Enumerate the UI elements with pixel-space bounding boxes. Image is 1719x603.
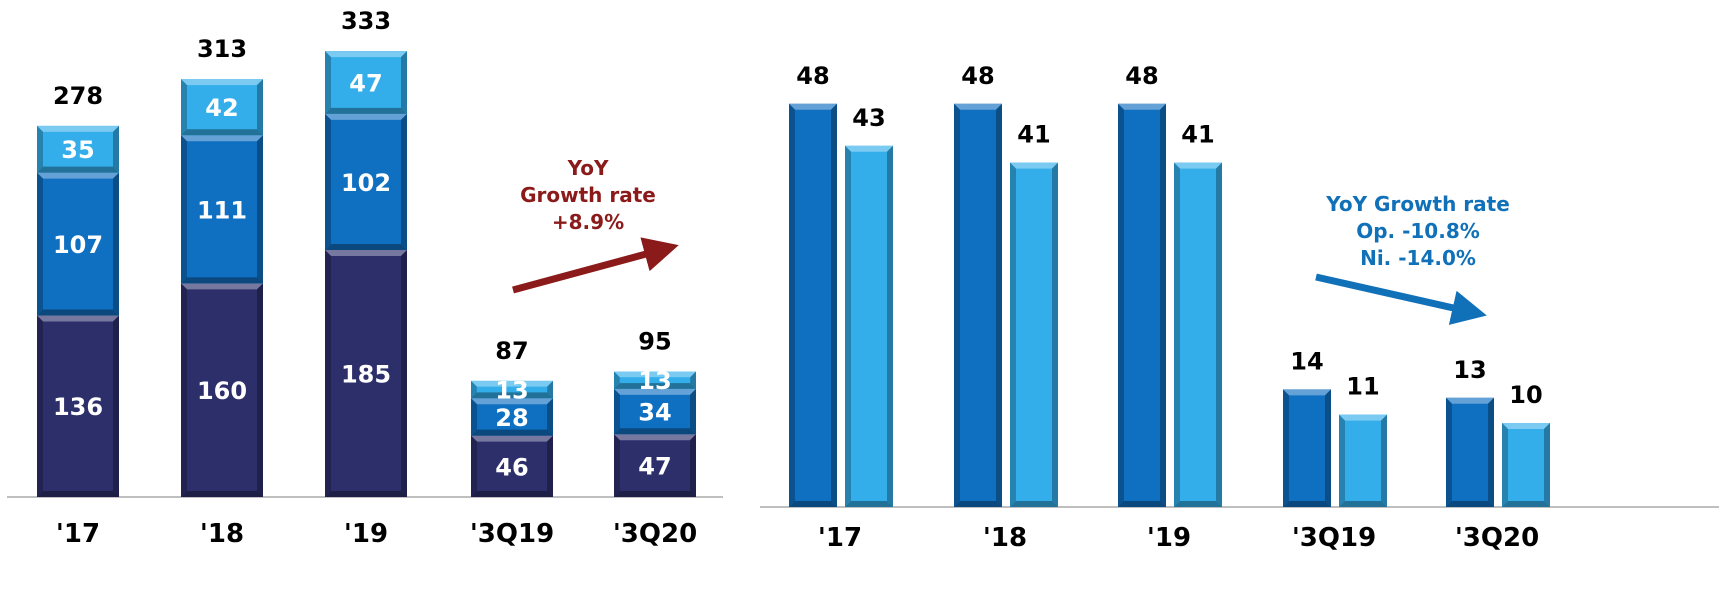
grouped-bar [845, 145, 893, 508]
grouped-bar [1502, 423, 1550, 507]
segment-value-label: 46 [495, 453, 528, 481]
grouped-bar [789, 103, 837, 508]
grouped-bar [954, 103, 1002, 508]
total-value-label: 333 [341, 7, 391, 35]
stacked-bar-segment [181, 79, 263, 136]
grouped-bar [1118, 103, 1166, 508]
segment-value-label: 42 [205, 94, 238, 122]
left-annotation-line-2: Growth rate [520, 183, 656, 207]
segment-value-label: 47 [638, 453, 671, 481]
stacked-bar-segment [614, 388, 696, 435]
x-tick-label: '3Q20 [613, 519, 697, 549]
grouped-bar [1283, 389, 1331, 507]
bar-value-label: 41 [1017, 121, 1050, 149]
segment-value-label: 107 [53, 231, 103, 259]
stacked-bar-segment [471, 398, 553, 436]
segment-value-label: 185 [341, 361, 391, 389]
bar-value-label: 13 [1453, 356, 1486, 384]
bar-value-label: 48 [796, 62, 829, 90]
grouped-bar [1446, 397, 1494, 507]
segment-value-label: 136 [53, 393, 103, 421]
stacked-bar-segment [181, 283, 263, 497]
right-annotation-line-1: YoY Growth rate [1325, 192, 1510, 216]
bar-value-label: 14 [1290, 347, 1323, 375]
grouped-bar [1010, 162, 1058, 507]
stacked-bar-segment [471, 435, 553, 497]
x-tick-label: '19 [1147, 523, 1191, 553]
segment-value-label: 13 [495, 377, 528, 405]
left-annotation-line-3: +8.9% [552, 210, 624, 234]
stacked-bar-segment [614, 371, 696, 389]
stacked-bar-segment [37, 125, 119, 173]
right-growth-arrow [1315, 273, 1487, 325]
segment-value-label: 111 [197, 196, 247, 224]
segment-value-label: 47 [349, 69, 382, 97]
stacked-bar-segment [471, 380, 553, 399]
bar-value-label: 11 [1346, 373, 1379, 401]
segment-value-label: 28 [495, 404, 528, 432]
stacked-bar-segment [37, 172, 119, 316]
x-tick-label: '17 [56, 519, 100, 549]
x-tick-label: '3Q19 [470, 519, 554, 549]
segment-value-label: 35 [61, 136, 94, 164]
right-annotation-line-3: Ni. -14.0% [1360, 246, 1476, 270]
total-value-label: 278 [53, 82, 103, 110]
x-tick-label: '18 [983, 523, 1027, 553]
segment-value-label: 160 [197, 377, 247, 405]
x-tick-label: '17 [818, 523, 862, 553]
bar-value-label: 48 [1125, 62, 1158, 90]
stacked-bar-segment [325, 51, 407, 114]
right-grouped-chart: 48 43 '17 48 41 '18 48 41 '19 14 11 '3Q19 13 10 '3Q20 [760, 62, 1719, 553]
total-value-label: 87 [495, 337, 528, 365]
x-tick-label: '19 [344, 519, 388, 549]
grouped-bar [1339, 414, 1387, 507]
total-value-label: 95 [638, 328, 671, 356]
stacked-bar-segment [325, 250, 407, 497]
segment-value-label: 13 [638, 367, 671, 395]
left-growth-arrow [512, 237, 679, 294]
bar-value-label: 10 [1509, 381, 1542, 409]
x-tick-label: '18 [200, 519, 244, 549]
segment-value-label: 34 [638, 399, 671, 427]
total-value-label: 313 [197, 35, 247, 63]
bar-value-label: 41 [1181, 121, 1214, 149]
stacked-bar-segment [614, 434, 696, 497]
bar-value-label: 48 [961, 62, 994, 90]
left-stacked-chart: 136 107 35 278 '17 160 111 42 313 '18 185 102 47 333 '… [7, 7, 723, 549]
stacked-bar-segment [181, 135, 263, 284]
bar-value-label: 43 [852, 104, 885, 132]
right-annotation-line-2: Op. -10.8% [1356, 219, 1480, 243]
stacked-bar-segment [37, 315, 119, 497]
x-tick-label: '3Q19 [1292, 523, 1376, 553]
stacked-bar-segment [325, 113, 407, 251]
grouped-bar [1174, 162, 1222, 507]
left-annotation-line-1: YoY [567, 156, 609, 180]
x-tick-label: '3Q20 [1455, 523, 1539, 553]
segment-value-label: 102 [341, 169, 391, 197]
